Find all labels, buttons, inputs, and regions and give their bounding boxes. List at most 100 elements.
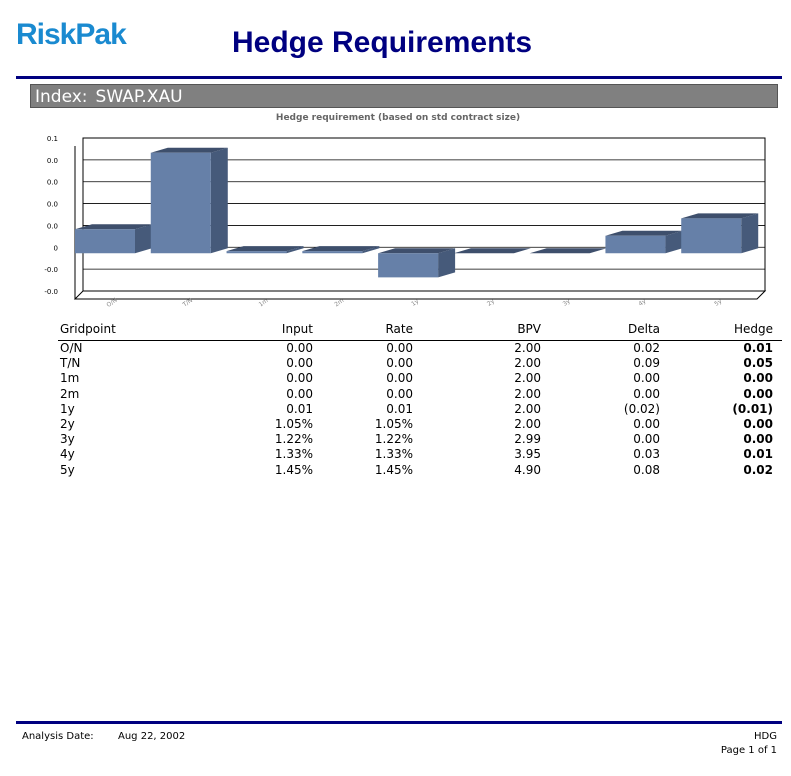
table-cell: 2.00 bbox=[514, 401, 541, 416]
table-cell: Delta bbox=[627, 322, 660, 336]
table-cell: 0.00 bbox=[633, 386, 660, 401]
table-cell: O/N bbox=[60, 341, 83, 355]
bar-face bbox=[453, 248, 531, 254]
table-cell: BPV bbox=[517, 322, 541, 336]
y-tick-label: 0.0 bbox=[47, 179, 58, 187]
table-cell: 0.01 bbox=[743, 341, 773, 355]
bar-face bbox=[362, 246, 380, 254]
table-cell: 0.02 bbox=[633, 341, 660, 355]
date: Aug 22, 2002 bbox=[118, 731, 186, 742]
bar bbox=[302, 246, 380, 254]
table-cell: 0.00 bbox=[386, 341, 413, 355]
rule bbox=[16, 721, 782, 724]
bar-face bbox=[210, 147, 228, 254]
table-cell: 2y bbox=[60, 417, 75, 431]
y-tick-label: 0.0 bbox=[47, 201, 58, 209]
table-cell: 1.33% bbox=[374, 447, 413, 462]
bar-face bbox=[150, 152, 211, 254]
bar-face bbox=[378, 253, 439, 278]
bar-face bbox=[75, 229, 135, 254]
floor bbox=[73, 290, 767, 300]
bar bbox=[75, 224, 152, 254]
bar-face bbox=[226, 246, 304, 252]
table-cell: Hedge bbox=[733, 322, 773, 336]
table-cell: 0.01 bbox=[286, 401, 313, 416]
index-value: SWAP.XAU bbox=[95, 87, 183, 107]
bar-face bbox=[665, 230, 683, 254]
y-tick-label: 0.0 bbox=[47, 157, 58, 165]
table-cell: 2.00 bbox=[514, 386, 541, 401]
table-cell: 0.03 bbox=[633, 447, 660, 462]
y-tick-label: -0.0 bbox=[44, 288, 58, 296]
bar-face bbox=[741, 213, 759, 254]
x-tick-label: 1y bbox=[410, 298, 420, 308]
table-cell: Input bbox=[281, 322, 313, 336]
index-label: Index: bbox=[35, 87, 88, 107]
y-tick-label: 0.1 bbox=[47, 135, 58, 143]
bar-face bbox=[75, 224, 152, 230]
bar-face bbox=[302, 251, 363, 254]
bar-face bbox=[378, 248, 456, 254]
table-cell: 1.05% bbox=[374, 417, 413, 431]
bar-face bbox=[529, 248, 607, 254]
header-rule bbox=[58, 340, 782, 341]
y-tick-label: 0 bbox=[54, 244, 58, 252]
table-cell: 5y bbox=[60, 462, 75, 477]
rule bbox=[16, 76, 782, 79]
x-tick-label: 3y bbox=[562, 298, 572, 308]
y-tick-label: 0.0 bbox=[47, 222, 58, 230]
bar bbox=[150, 147, 228, 254]
table-cell: 0.01 bbox=[386, 401, 413, 416]
table-cell: 3.95 bbox=[514, 447, 541, 462]
table-cell: 1y bbox=[60, 401, 75, 416]
bar-face bbox=[681, 218, 742, 254]
bar-face bbox=[135, 224, 152, 254]
table-cell: 1.33% bbox=[274, 447, 313, 462]
bar-face bbox=[681, 213, 759, 219]
table-cell: (0.01) bbox=[732, 401, 773, 416]
table-cell: 0.05 bbox=[743, 356, 773, 371]
table-cell: T/N bbox=[60, 356, 81, 371]
table-cell: 0.00 bbox=[286, 341, 313, 355]
report-title: Hedge Requirements bbox=[232, 26, 533, 59]
table-cell: 0.00 bbox=[743, 371, 773, 386]
logo: RiskPak bbox=[16, 18, 127, 51]
table-cell: 0.00 bbox=[633, 371, 660, 386]
table-cell: 0.00 bbox=[286, 356, 313, 371]
table-cell: 0.09 bbox=[633, 356, 660, 371]
date-label: Analysis Date: bbox=[22, 731, 94, 742]
bar bbox=[605, 230, 683, 254]
table-cell: 2.00 bbox=[514, 371, 541, 386]
table-cell: 2m bbox=[60, 386, 80, 401]
bar-face bbox=[605, 235, 666, 254]
table-cell: 0.00 bbox=[633, 417, 660, 431]
table-cell: 1m bbox=[60, 371, 80, 386]
table-cell: 0.00 bbox=[743, 417, 773, 431]
table-cell: Gridpoint bbox=[60, 322, 116, 336]
bar-face bbox=[150, 147, 228, 153]
table-cell: 0.00 bbox=[633, 432, 660, 447]
chart-title: Hedge requirement (based on std contract… bbox=[276, 113, 520, 123]
table-cell: 0.02 bbox=[743, 462, 773, 477]
table-cell: 0.01 bbox=[743, 447, 773, 462]
x-tick-label: 5y bbox=[713, 298, 723, 308]
bar bbox=[226, 246, 304, 254]
index-bar: Index: SWAP.XAU bbox=[30, 84, 778, 108]
bar bbox=[529, 248, 607, 254]
chart: Hedge requirement (based on std contract… bbox=[44, 113, 767, 309]
table-cell: 0.00 bbox=[286, 386, 313, 401]
table-cell: (0.02) bbox=[623, 401, 660, 416]
table-cell: 2.00 bbox=[514, 417, 541, 431]
bar-face bbox=[286, 246, 304, 254]
table-cell: 2.00 bbox=[514, 341, 541, 355]
page-number: Page 1 of 1 bbox=[720, 745, 777, 756]
bar-face bbox=[226, 251, 287, 254]
table-cell: 4y bbox=[60, 447, 75, 462]
code: HDG bbox=[754, 731, 777, 742]
table-cell: 1.05% bbox=[274, 417, 313, 431]
table-cell: 1.22% bbox=[274, 432, 313, 447]
table-cell: 0.00 bbox=[386, 386, 413, 401]
table-cell: 4.90 bbox=[514, 462, 541, 477]
table-cell: 3y bbox=[60, 432, 75, 447]
